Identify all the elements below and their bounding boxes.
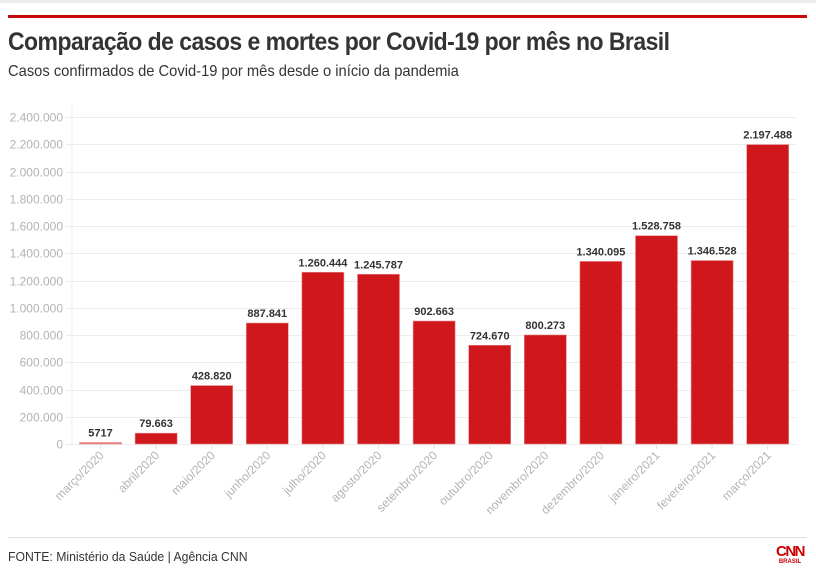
bar-chart: 0 200.000 400.000 600.000 800.000 1.000.000 1.… xyxy=(10,105,796,517)
bar xyxy=(579,261,623,445)
chart-title: Comparação de casos e mortes por Covid-1… xyxy=(8,28,670,56)
bar xyxy=(690,260,734,445)
data-label: 2.197.488 xyxy=(743,130,792,142)
data-label: 1.260.444 xyxy=(298,257,348,269)
data-labels: 5717 79.663 428.820 887.841 1.260.444 1.245.7… xyxy=(88,130,792,440)
bar xyxy=(246,322,289,445)
x-tick-label: maio/2020 xyxy=(168,448,218,498)
data-label: 1.340.095 xyxy=(576,246,625,258)
x-tick-label: junho/2020 xyxy=(221,448,274,501)
y-tick-label: 1.200.000 xyxy=(10,275,64,289)
data-label: 887.841 xyxy=(247,308,287,320)
bar xyxy=(357,273,400,445)
y-tick-label: 1.800.000 xyxy=(10,193,64,207)
source-note: FONTE: Ministério da Saúde | Agência CNN xyxy=(8,549,248,564)
y-axis-ticks: 0 200.000 400.000 600.000 800.000 1.000.000 1.… xyxy=(10,111,64,452)
y-tick-label: 2.400.000 xyxy=(10,111,64,125)
x-tick-label: agosto/2020 xyxy=(328,448,385,505)
y-tick-label: 2.200.000 xyxy=(10,138,64,152)
footer-divider xyxy=(8,537,807,538)
x-tick-label: julho/2020 xyxy=(279,448,329,498)
y-tick-label: 1.600.000 xyxy=(10,220,64,234)
logo-cnn-text: CNN xyxy=(776,543,806,560)
logo-brasil-text: BRASIL xyxy=(778,559,802,565)
y-tick-label: 1.000.000 xyxy=(10,302,64,316)
x-tick-label: outubro/2020 xyxy=(436,448,496,508)
bars xyxy=(79,144,790,445)
cnn-brasil-logo: CNN BRASIL xyxy=(773,544,807,566)
bar xyxy=(134,432,178,445)
bar xyxy=(635,235,678,445)
accent-rule xyxy=(8,15,807,18)
data-label: 79.663 xyxy=(139,418,173,430)
bar xyxy=(523,334,567,445)
x-tick-label: março/2021 xyxy=(719,448,774,503)
x-tick-label: abril/2020 xyxy=(115,448,162,495)
y-tick-label: 600.000 xyxy=(20,356,64,370)
bar xyxy=(746,144,790,445)
data-label: 1.346.528 xyxy=(688,246,737,258)
y-tick-label: 1.400.000 xyxy=(10,247,64,261)
x-axis-ticks: março/2020 abril/2020 maio/2020 junho/2020 j… xyxy=(52,444,774,517)
y-tick-label: 800.000 xyxy=(20,329,64,343)
chart-subtitle: Casos confirmados de Covid-19 por mês de… xyxy=(8,63,459,80)
x-tick-label: março/2020 xyxy=(52,448,107,503)
data-label: 5717 xyxy=(88,428,112,440)
bar xyxy=(190,385,233,445)
bar xyxy=(79,442,122,445)
y-tick-label: 200.000 xyxy=(20,411,64,425)
data-label: 724.670 xyxy=(470,330,510,342)
y-tick-label: 400.000 xyxy=(20,384,64,398)
y-tick-label: 2.000.000 xyxy=(10,166,64,180)
data-label: 428.820 xyxy=(192,371,232,383)
bar xyxy=(301,271,345,445)
data-label: 1.245.787 xyxy=(354,259,403,271)
top-border xyxy=(0,0,816,3)
bar xyxy=(412,320,456,445)
data-label: 800.273 xyxy=(525,320,565,332)
x-tick-label: janeiro/2021 xyxy=(605,448,663,506)
x-tick-label: fevereiro/2021 xyxy=(654,448,718,512)
data-label: 1.528.758 xyxy=(632,221,681,233)
data-label: 902.663 xyxy=(414,306,454,318)
bar xyxy=(468,344,512,445)
y-tick-label: 0 xyxy=(56,438,63,452)
